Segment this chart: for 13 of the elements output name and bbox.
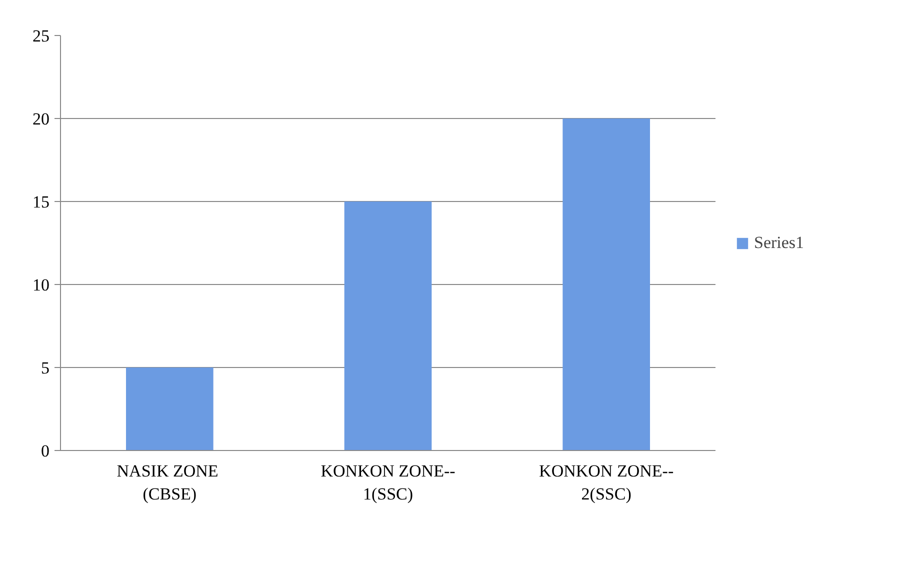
y-tick-label: 10 — [32, 276, 50, 294]
legend-label: Series1 — [754, 232, 804, 252]
x-tick-label: KONKON ZONE-- 2(SSC) — [539, 462, 674, 504]
bar — [562, 118, 650, 450]
bar — [344, 202, 432, 450]
y-tick-label: 20 — [32, 110, 50, 128]
x-tick-label: NASIK ZONE (CBSE) — [116, 462, 218, 504]
y-tick-label: 0 — [41, 442, 50, 460]
y-tick-label: 15 — [32, 192, 50, 212]
bar — [126, 368, 214, 450]
y-tick-label: 25 — [32, 26, 50, 46]
x-tick-label: KONKON ZONE-- 1(SSC) — [320, 462, 456, 504]
y-tick-label: 5 — [41, 358, 50, 378]
